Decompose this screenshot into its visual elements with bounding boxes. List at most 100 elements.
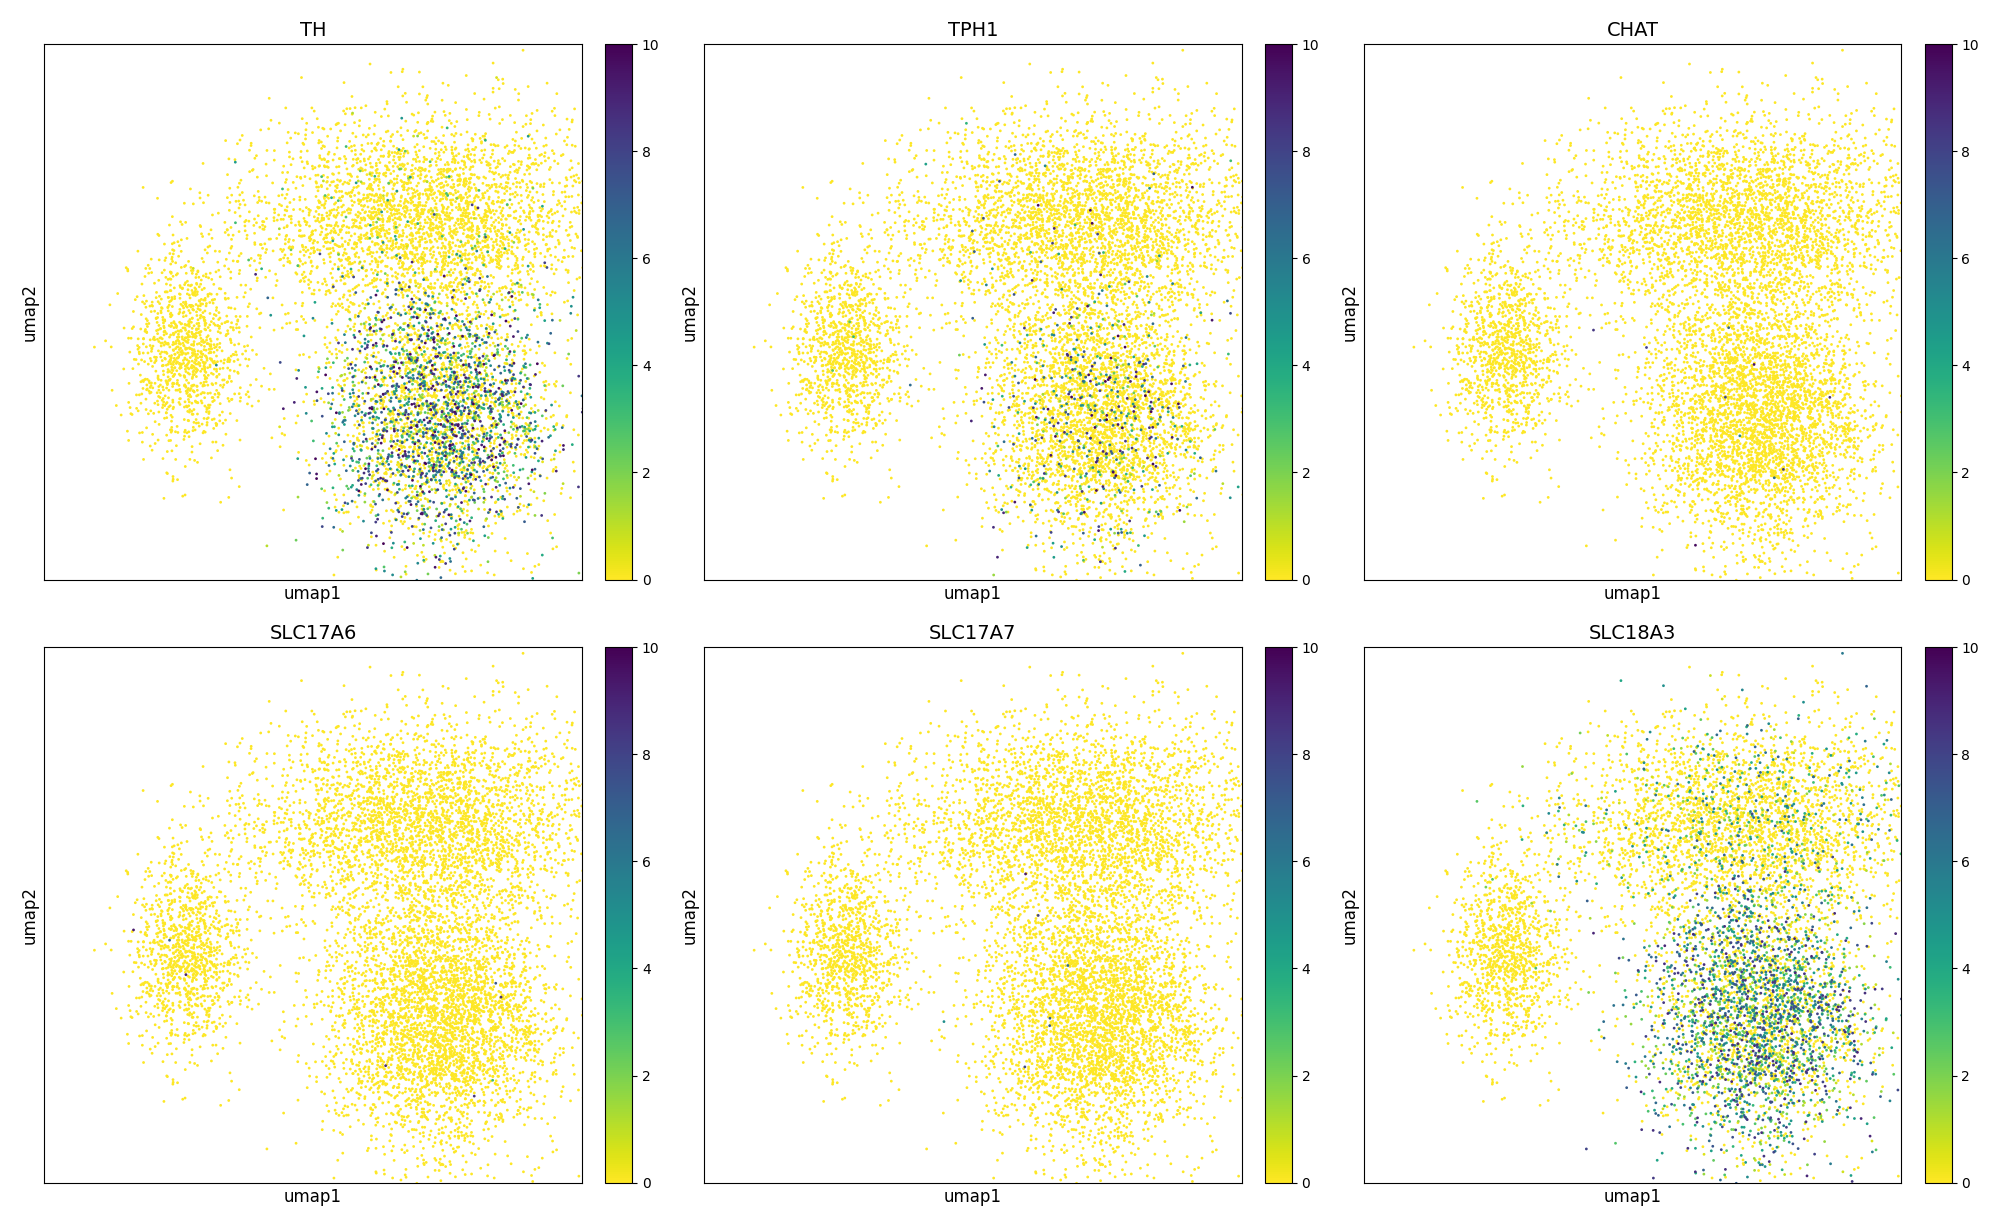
Point	[810, 852, 842, 871]
Point	[1194, 169, 1226, 189]
Point	[414, 413, 446, 433]
Point	[1718, 906, 1750, 925]
Point	[1018, 1012, 1050, 1032]
Point	[446, 396, 478, 416]
Point	[482, 249, 514, 269]
Point	[1776, 426, 1808, 445]
Point	[928, 200, 960, 220]
Point	[1634, 243, 1666, 263]
Point	[1722, 939, 1754, 958]
Point	[1054, 314, 1086, 334]
Point	[302, 233, 334, 253]
Point	[1492, 411, 1524, 431]
Point	[1776, 216, 1808, 236]
Point	[1760, 953, 1792, 973]
Point	[362, 135, 394, 155]
Point	[1132, 286, 1164, 306]
Point	[1034, 969, 1066, 989]
Point	[1780, 998, 1812, 1017]
Point	[444, 849, 476, 869]
Point	[384, 344, 416, 363]
Point	[476, 447, 508, 466]
Point	[1110, 274, 1142, 293]
Point	[152, 355, 184, 374]
Point	[552, 247, 584, 266]
Point	[1726, 974, 1758, 994]
Point	[452, 461, 484, 481]
Point	[1716, 447, 1748, 466]
Point	[1740, 420, 1772, 439]
Point	[1032, 1042, 1064, 1061]
Point	[806, 958, 838, 978]
Point	[398, 1070, 430, 1090]
Point	[1498, 963, 1530, 983]
Point	[1602, 825, 1634, 844]
Point	[1172, 145, 1204, 164]
Point	[1836, 285, 1868, 304]
Point	[1690, 238, 1722, 258]
Point	[812, 464, 844, 483]
Point	[1178, 903, 1210, 923]
Point	[1756, 894, 1788, 914]
Point	[374, 1085, 406, 1104]
Point	[1786, 393, 1818, 412]
Point	[1828, 947, 1860, 967]
Point	[1728, 402, 1760, 422]
Point	[1756, 292, 1788, 312]
Point	[632, 74, 664, 93]
Point	[376, 142, 408, 162]
Point	[1126, 317, 1158, 336]
Point	[1706, 733, 1738, 752]
Point	[1716, 368, 1748, 388]
Point	[1782, 328, 1814, 347]
Point	[1138, 267, 1170, 287]
Point	[1762, 989, 1794, 1009]
Point	[1858, 1020, 1890, 1039]
Point	[1758, 564, 1790, 584]
Point	[1740, 860, 1772, 880]
Point	[1646, 1099, 1678, 1119]
Point	[1754, 812, 1786, 832]
Point	[846, 330, 878, 350]
Point	[1058, 210, 1090, 229]
Point	[874, 318, 906, 337]
Point	[1750, 410, 1782, 429]
Point	[354, 244, 386, 264]
Point	[1674, 447, 1706, 466]
Point	[1778, 1055, 1810, 1075]
Point	[1088, 1043, 1120, 1063]
Point	[436, 941, 468, 961]
Point	[1714, 362, 1746, 382]
Point	[852, 409, 884, 428]
Point	[1136, 1012, 1168, 1032]
Point	[1766, 1017, 1798, 1037]
Point	[1652, 1004, 1684, 1023]
Point	[308, 774, 340, 794]
Point	[1252, 177, 1284, 196]
Point	[944, 168, 976, 188]
Point	[480, 860, 512, 880]
Point	[428, 1063, 460, 1082]
Point	[1136, 393, 1168, 412]
Point	[500, 863, 532, 882]
Point	[460, 124, 492, 144]
Point	[1814, 1087, 1846, 1107]
Point	[184, 362, 216, 382]
Point	[828, 995, 860, 1015]
Point	[1846, 1109, 1878, 1129]
Point	[1692, 912, 1724, 931]
Point	[1646, 380, 1678, 400]
Point	[1700, 388, 1732, 407]
Point	[1770, 1081, 1802, 1101]
Point	[1058, 1065, 1090, 1085]
Point	[1792, 326, 1824, 346]
Point	[458, 977, 490, 996]
Point	[1104, 509, 1136, 529]
Point	[1000, 217, 1032, 237]
Point	[1166, 853, 1198, 872]
Point	[1490, 339, 1522, 358]
Point	[408, 387, 440, 406]
Point	[1610, 723, 1642, 742]
Point	[298, 994, 330, 1014]
Point	[1674, 918, 1706, 937]
